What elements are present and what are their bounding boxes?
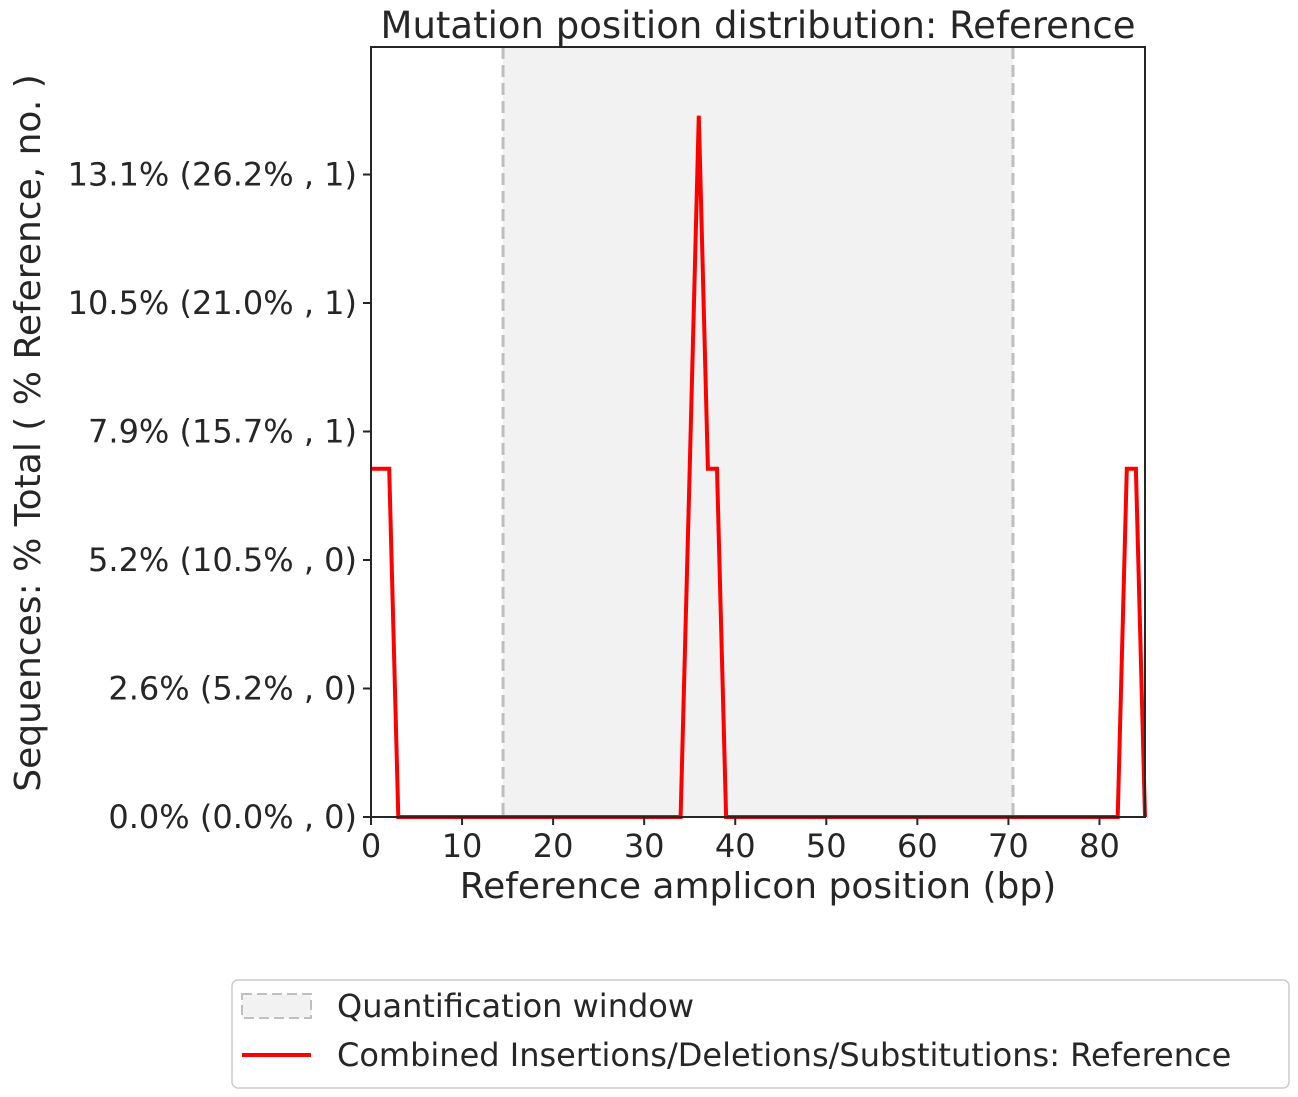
x-tick-label: 20 xyxy=(533,827,574,865)
x-tick-label: 70 xyxy=(988,827,1029,865)
x-tick-label: 60 xyxy=(897,827,938,865)
y-tick-label: 0.0% (0.0% , 0) xyxy=(108,798,357,836)
y-tick-label: 10.5% (21.0% , 1) xyxy=(68,284,357,322)
x-tick-label: 50 xyxy=(806,827,847,865)
x-axis-title: Reference amplicon position (bp) xyxy=(460,866,1057,907)
x-tick-label: 80 xyxy=(1079,827,1120,865)
x-tick-label: 10 xyxy=(442,827,483,865)
y-tick-label: 2.6% (5.2% , 0) xyxy=(108,670,357,708)
y-tick-label: 13.1% (26.2% , 1) xyxy=(68,156,357,194)
legend: Quantification window Combined Insertion… xyxy=(231,979,1290,1089)
series-line-0 xyxy=(371,115,1147,819)
quantification-window xyxy=(503,47,1013,817)
x-tick-label: 30 xyxy=(624,827,665,865)
legend-line-label: Combined Insertions/Deletions/Substituti… xyxy=(337,1036,1231,1074)
y-axis-title: Sequences: % Total ( % Reference, no. ) xyxy=(8,74,49,792)
x-tick-label: 0 xyxy=(361,827,381,865)
plot-area: 0 10 20 30 40 50 60 70 80 0.0% (0.0% , 0) 2.6% (5.… xyxy=(68,46,1147,865)
chart-title: Mutation position distribution: Referenc… xyxy=(381,4,1136,47)
y-tick-label: 5.2% (10.5% , 0) xyxy=(88,541,357,579)
legend-window-swatch xyxy=(241,993,312,1019)
legend-frame xyxy=(231,979,1290,1089)
y-tick-label: 7.9% (15.7% , 1) xyxy=(88,413,357,451)
x-tick-label: 40 xyxy=(715,827,756,865)
legend-window-label: Quantification window xyxy=(337,987,694,1025)
